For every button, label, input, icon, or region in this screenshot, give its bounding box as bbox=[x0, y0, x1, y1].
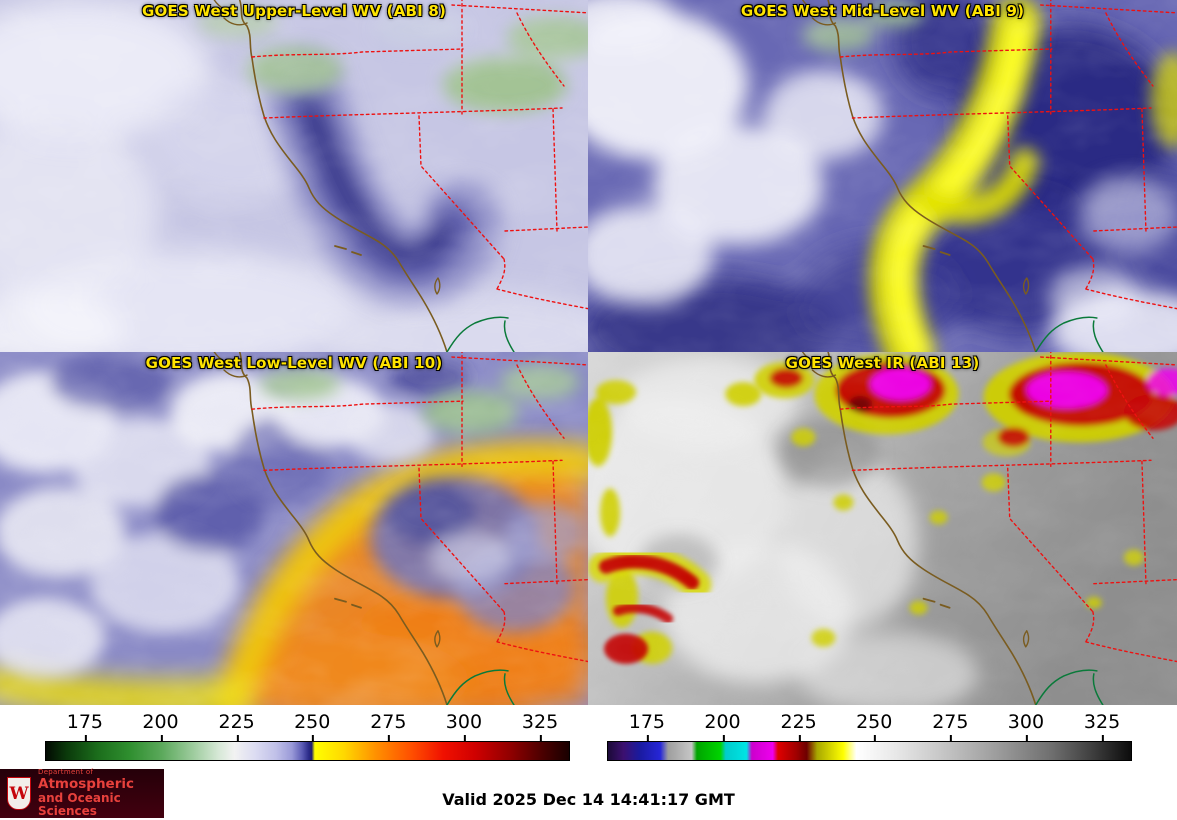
panel-mid-level-wv: GOES West Mid-Level WV (ABI 9) bbox=[588, 0, 1177, 352]
upper-level-wv-imagery bbox=[0, 0, 588, 352]
uw-crest-icon: W bbox=[7, 777, 31, 810]
colorbar-tick: 175 bbox=[628, 711, 666, 741]
colorbar-tick: 175 bbox=[66, 711, 104, 741]
logo-text: Department of Atmospheric and Oceanic Sc… bbox=[38, 769, 157, 817]
mid-level-wv-imagery bbox=[588, 0, 1177, 352]
colorbar-tick: 300 bbox=[1007, 711, 1045, 741]
logo-line1: Atmospheric bbox=[38, 776, 134, 793]
uw-aos-logo: W Department of Atmospheric and Oceanic … bbox=[0, 769, 164, 818]
panel-ir: GOES West IR (ABI 13) bbox=[588, 352, 1177, 705]
wv-colorbar-gradient bbox=[45, 741, 570, 761]
colorbar-tick: 225 bbox=[218, 711, 255, 741]
ir-colorbar-gradient bbox=[607, 741, 1132, 761]
colorbar-tick: 200 bbox=[704, 711, 741, 741]
colorbar-tick: 225 bbox=[780, 711, 817, 741]
colorbar-section: 175 200 225 250 275 300 325 175 200 225 … bbox=[0, 705, 1177, 767]
low-level-wv-imagery bbox=[0, 352, 588, 705]
ir-imagery bbox=[588, 352, 1177, 705]
valid-time-label: Valid 2025 Dec 14 14:41:17 GMT bbox=[442, 790, 735, 809]
colorbar-tick: 275 bbox=[370, 711, 407, 741]
colorbar-tick: 325 bbox=[1083, 711, 1121, 741]
colorbar-tick: 250 bbox=[294, 711, 331, 741]
ir-colorbar-ticks: 175 200 225 250 275 300 325 bbox=[607, 711, 1132, 741]
ir-colorbar: 175 200 225 250 275 300 325 bbox=[607, 711, 1132, 767]
colorbar-tick: 275 bbox=[932, 711, 969, 741]
logo-department-label: Department of bbox=[38, 768, 94, 777]
colorbar-tick: 200 bbox=[142, 711, 179, 741]
colorbar-tick: 300 bbox=[445, 711, 483, 741]
logo-line2: and Oceanic Sciences bbox=[38, 790, 121, 818]
footer: W Department of Atmospheric and Oceanic … bbox=[0, 767, 1177, 820]
wv-colorbar-ticks: 175 200 225 250 275 300 325 bbox=[45, 711, 570, 741]
colorbar-tick: 250 bbox=[856, 711, 893, 741]
wv-colorbar: 175 200 225 250 275 300 325 bbox=[45, 711, 570, 767]
panel-upper-level-wv: GOES West Upper-Level WV (ABI 8) bbox=[0, 0, 588, 352]
panel-grid: GOES West Upper-Level WV (ABI 8) bbox=[0, 0, 1177, 705]
panel-low-level-wv: GOES West Low-Level WV (ABI 10) bbox=[0, 352, 588, 705]
colorbar-tick: 325 bbox=[521, 711, 559, 741]
